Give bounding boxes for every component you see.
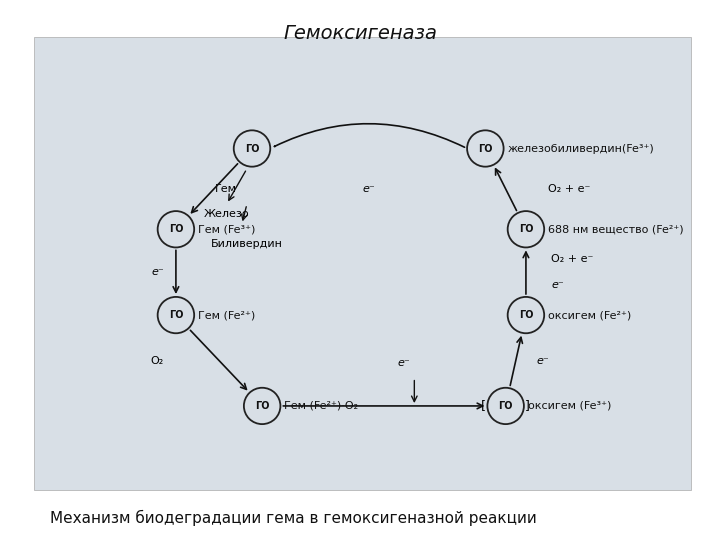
Text: Гем (Fe²⁺): Гем (Fe²⁺) — [198, 310, 256, 320]
Text: Механизм биодеградации гема в гемоксигеназной реакции: Механизм биодеградации гема в гемоксиген… — [50, 510, 537, 526]
Text: O₂ + e⁻: O₂ + e⁻ — [552, 254, 594, 264]
Text: Железо: Железо — [204, 209, 249, 219]
Text: [: [ — [482, 400, 487, 413]
Text: e⁻: e⁻ — [536, 355, 549, 366]
FancyBboxPatch shape — [34, 37, 691, 490]
Text: оксигем (Fe²⁺): оксигем (Fe²⁺) — [548, 310, 631, 320]
FancyArrowPatch shape — [274, 124, 464, 147]
Text: ГО: ГО — [518, 224, 534, 234]
Text: e⁻: e⁻ — [398, 357, 410, 368]
Text: e⁻: e⁻ — [552, 280, 564, 290]
Text: e⁻: e⁻ — [362, 184, 375, 194]
Text: Биливердин: Биливердин — [211, 239, 283, 249]
Text: ГО: ГО — [478, 144, 492, 153]
Text: ГО: ГО — [498, 401, 513, 411]
Text: e⁻: e⁻ — [151, 267, 163, 277]
Text: ]: ] — [525, 400, 530, 413]
Text: оксигем (Fe³⁺): оксигем (Fe³⁺) — [528, 401, 611, 411]
Text: ГО: ГО — [245, 144, 259, 153]
Text: железобиливердин(Fe³⁺): железобиливердин(Fe³⁺) — [508, 144, 654, 153]
Text: O₂: O₂ — [150, 355, 163, 366]
Text: ГО: ГО — [255, 401, 269, 411]
Text: ГО: ГО — [168, 224, 183, 234]
Text: ГО: ГО — [518, 310, 534, 320]
Text: Гем: Гем — [215, 184, 237, 194]
Text: Гем (Fe²⁺)·O₂: Гем (Fe²⁺)·O₂ — [284, 401, 359, 411]
Text: Гем (Fe³⁺): Гем (Fe³⁺) — [198, 224, 256, 234]
Text: 688 нм вещество (Fe²⁺): 688 нм вещество (Fe²⁺) — [548, 224, 684, 234]
Text: Гемоксигеназа: Гемоксигеназа — [283, 24, 437, 43]
Text: ГО: ГО — [168, 310, 183, 320]
Text: O₂ + e⁻: O₂ + e⁻ — [548, 184, 590, 194]
